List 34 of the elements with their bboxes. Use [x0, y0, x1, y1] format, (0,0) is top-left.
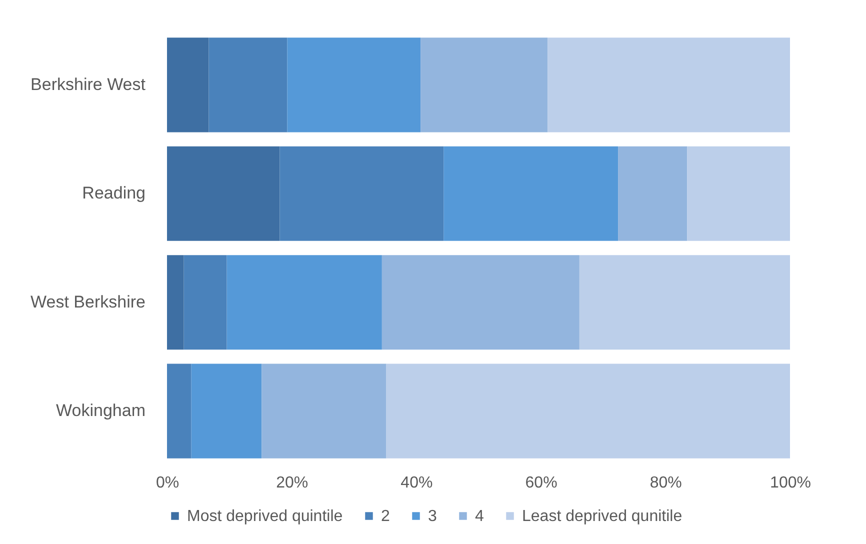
x-tick-label: 100% — [770, 474, 811, 492]
bar — [167, 38, 209, 132]
legend-label: 2 — [381, 508, 390, 525]
legend-label: Most deprived quintile — [187, 508, 343, 525]
bar — [167, 364, 192, 458]
legend-label: 3 — [428, 508, 437, 525]
bar — [167, 146, 280, 241]
x-tick-label: 80% — [650, 474, 682, 492]
bar — [167, 255, 184, 350]
y-tick-label: West Berkshire — [30, 292, 146, 312]
x-tick-label: 20% — [276, 474, 308, 492]
bar — [420, 38, 548, 132]
bar — [280, 146, 444, 241]
bar — [262, 364, 386, 458]
bar — [191, 364, 262, 458]
y-tick-label: Wokingham — [56, 401, 146, 420]
bar — [618, 146, 688, 241]
bar — [444, 146, 618, 241]
bar — [386, 364, 790, 458]
y-tick-label: Reading — [82, 184, 146, 203]
bar — [382, 255, 580, 350]
y-tick-label: Berkshire West — [30, 74, 146, 94]
x-tick-label: 40% — [400, 474, 433, 492]
bar — [687, 146, 790, 241]
bar — [548, 38, 790, 132]
legend-label: Least deprived qunitile — [522, 508, 682, 525]
x-tick-label: 0% — [156, 474, 180, 492]
bar — [226, 255, 382, 350]
bar — [184, 255, 227, 350]
x-tick-label: 60% — [525, 474, 558, 492]
legend-label: 4 — [475, 508, 484, 525]
bar — [287, 38, 421, 132]
bar — [208, 38, 288, 132]
bar — [579, 255, 790, 350]
